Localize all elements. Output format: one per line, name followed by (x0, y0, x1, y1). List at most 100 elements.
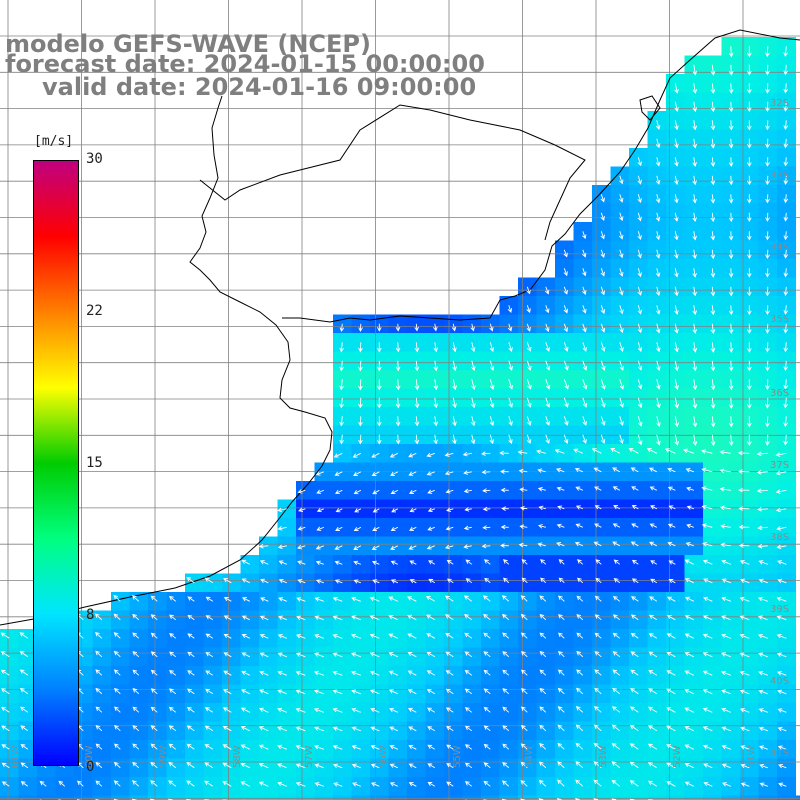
wind-arrow (558, 559, 565, 565)
speed-cell (555, 703, 574, 722)
speed-cell (703, 573, 722, 593)
speed-cell (666, 777, 685, 796)
wind-arrow (351, 670, 361, 676)
speed-cell (666, 647, 685, 667)
speed-cell (499, 592, 519, 611)
wind-arrow (765, 120, 770, 131)
wind-arrow (777, 708, 787, 713)
wind-arrow (240, 781, 251, 787)
wind-arrow (500, 543, 509, 548)
speed-cell (666, 721, 685, 741)
wind-arrow (692, 64, 698, 76)
speed-cell (573, 721, 593, 741)
wind-arrow (452, 379, 457, 391)
speed-cell (481, 721, 500, 741)
wind-arrow (594, 505, 602, 510)
wind-arrow (575, 505, 583, 510)
wind-arrow (765, 231, 770, 241)
wind-arrow (683, 448, 694, 454)
wind-arrow (600, 397, 606, 408)
wind-arrow (169, 670, 177, 676)
wind-arrow (747, 101, 752, 113)
speed-cell (666, 573, 685, 593)
wind-arrow (168, 725, 177, 732)
speed-cell (684, 740, 704, 759)
wind-arrow (619, 175, 624, 185)
speed-cell (444, 536, 463, 556)
speed-cell (407, 721, 426, 741)
wind-arrow (314, 670, 324, 676)
speed-cell (740, 610, 759, 630)
speed-cell (277, 666, 297, 685)
speed-cell (240, 610, 260, 630)
speed-cell (481, 777, 500, 796)
wind-arrow (334, 471, 343, 476)
wind-arrow (619, 342, 624, 352)
speed-cell (518, 499, 537, 519)
wind-arrow (278, 560, 287, 565)
wind-arrow (739, 596, 750, 602)
speed-cell (777, 758, 796, 778)
wind-arrow (647, 743, 658, 750)
speed-cell (425, 721, 445, 741)
wind-arrow (168, 595, 177, 602)
wind-arrow (612, 651, 621, 658)
wind-arrow (667, 596, 676, 602)
speed-cell (555, 555, 574, 574)
wind-arrow (204, 780, 214, 787)
speed-cell (296, 777, 315, 796)
speed-cell (777, 518, 796, 537)
speed-cell (407, 684, 426, 704)
speed-cell (92, 666, 112, 685)
wind-arrow (483, 613, 491, 621)
speed-cell (573, 795, 593, 800)
speed-cell (222, 647, 241, 667)
speed-cell (518, 666, 537, 685)
speed-cell (111, 777, 130, 796)
wind-arrow (295, 689, 306, 695)
wind-arrow (0, 632, 10, 639)
wind-arrow (353, 579, 361, 584)
wind-arrow (464, 632, 473, 639)
wind-arrow (648, 706, 658, 713)
speed-cell (444, 703, 463, 722)
speed-cell (240, 758, 260, 778)
wind-arrow (563, 434, 569, 444)
wind-arrow (258, 744, 269, 750)
colorbar-tick-label: 8 (86, 607, 95, 623)
wind-arrow (747, 323, 752, 334)
speed-cell (185, 758, 204, 778)
speed-cell (740, 536, 759, 556)
speed-cell (518, 721, 537, 741)
lon-label: 55W (452, 745, 463, 768)
wind-arrow (701, 504, 713, 510)
wind-arrow (757, 507, 768, 512)
wind-arrow (747, 434, 752, 447)
wind-arrow (576, 650, 584, 658)
wind-arrow (765, 101, 770, 113)
wind-arrow (765, 323, 770, 334)
wind-arrow (114, 724, 121, 732)
speed-cell (351, 703, 371, 722)
speed-cell (370, 555, 389, 574)
wind-arrow (223, 597, 232, 602)
wind-arrow (728, 305, 734, 316)
wind-arrow (481, 543, 491, 549)
wind-arrow (738, 487, 750, 493)
speed-cell (296, 536, 315, 556)
speed-cell (499, 777, 519, 796)
speed-cell (240, 703, 260, 722)
wind-arrow (563, 268, 568, 277)
speed-cell (777, 592, 796, 611)
speed-cell (462, 536, 482, 556)
wind-arrow (703, 578, 713, 584)
wind-arrow (390, 560, 398, 565)
wind-arrow (520, 724, 528, 732)
wind-arrow (556, 486, 565, 492)
wind-arrow (407, 633, 417, 639)
wind-arrow (758, 671, 768, 676)
speed-cell (259, 536, 278, 556)
wind-arrow (656, 360, 661, 372)
wind-arrow (576, 632, 584, 639)
wind-arrow (334, 579, 343, 584)
